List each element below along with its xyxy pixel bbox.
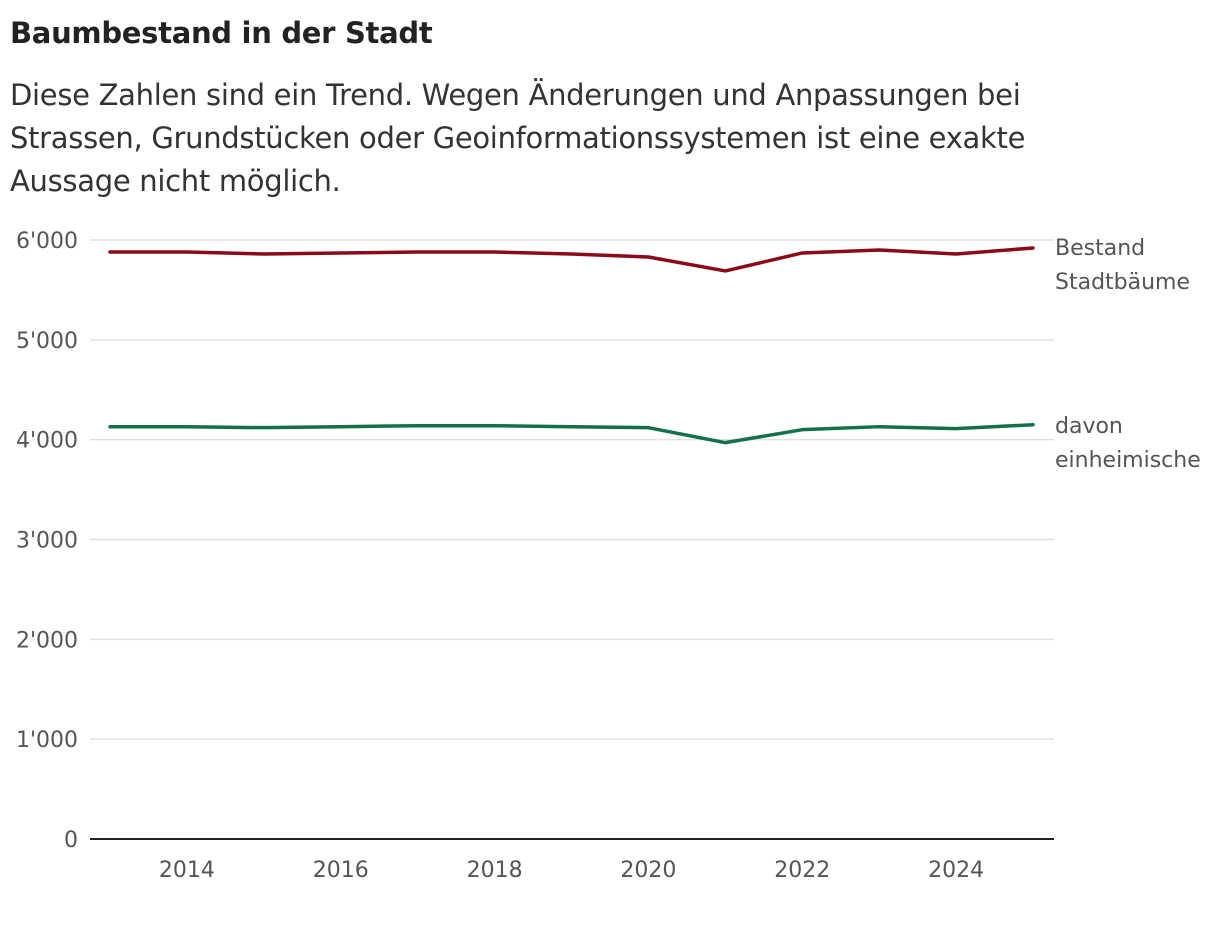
y-tick-label: 3'000 (16, 529, 78, 554)
y-tick-label: 4'000 (16, 429, 78, 454)
series-label: einheimische (1055, 448, 1201, 473)
x-tick-label: 2014 (159, 858, 215, 883)
y-tick-label: 6'000 (16, 229, 78, 254)
y-tick-label: 5'000 (16, 329, 78, 354)
chart-subtitle: Diese Zahlen sind ein Trend. Wegen Änder… (10, 78, 1026, 198)
y-tick-label: 1'000 (16, 728, 78, 753)
x-tick-label: 2018 (467, 858, 523, 883)
chart-title: Baumbestand in der Stadt (10, 16, 433, 50)
x-tick-label: 2020 (620, 858, 676, 883)
series-label: davon (1055, 414, 1123, 439)
x-tick-label: 2022 (774, 858, 830, 883)
series-line-0 (108, 246, 1035, 273)
x-tick-label: 2024 (928, 858, 984, 883)
series-label: Bestand (1055, 236, 1145, 261)
x-tick-label: 2016 (313, 858, 369, 883)
y-tick-label: 0 (64, 828, 78, 853)
y-tick-label: 2'000 (16, 628, 78, 653)
series-label: Stadtbäume (1055, 270, 1190, 295)
